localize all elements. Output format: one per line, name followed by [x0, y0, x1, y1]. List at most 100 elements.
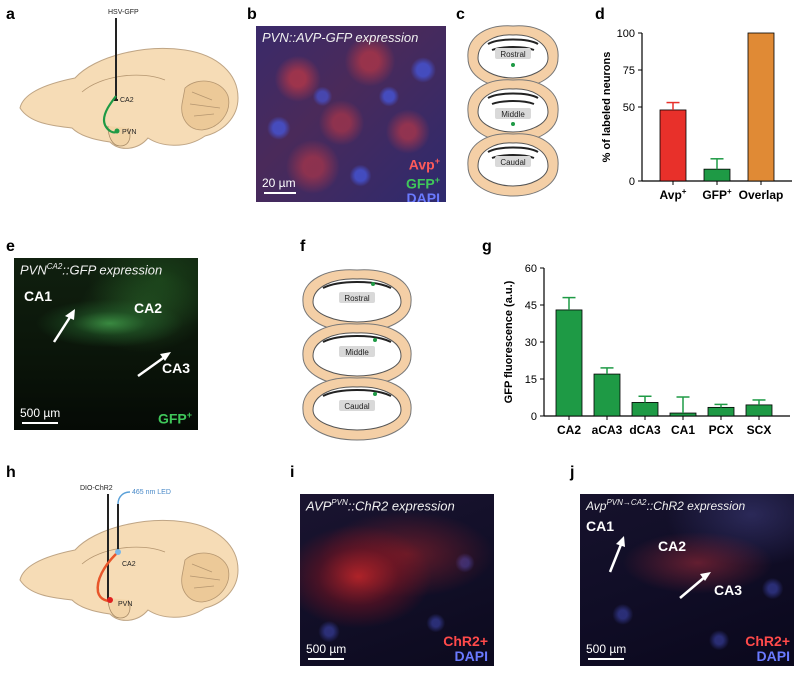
x-tick-label: aCA3 [592, 423, 623, 437]
bar [593, 373, 621, 417]
title-j-prefix: Avp [586, 499, 607, 513]
bar [703, 168, 731, 182]
legend-avp-sup: + [434, 156, 440, 166]
microscopy-image-i: AVPPVN::ChR2 expression 500 µm ChR2+ DAP… [300, 494, 494, 666]
image-title-i: AVPPVN::ChR2 expression [306, 498, 455, 513]
section-label-f-caudal: Caudal [344, 402, 370, 411]
title-e-sup: CA2 [46, 262, 63, 271]
x-tick-label: Avp+ [660, 187, 687, 202]
image-title-e: PVNCA2::GFP expression [20, 262, 162, 277]
y-tick-label: 75 [623, 65, 635, 77]
legend-j-chr2: ChR2+ [745, 633, 790, 649]
microscopy-image-b: PVN::AVP-GFP expression 20 µm Avp+ GFP+ … [256, 26, 446, 202]
legend-avp: Avp [408, 156, 435, 173]
region-label-e-ca3: CA3 [162, 360, 191, 376]
panel-label-b: b [247, 6, 257, 23]
scale-text-b: 20 µm [262, 176, 296, 190]
ca2-label-h: CA2 [122, 561, 136, 568]
x-tick-sup: + [682, 187, 687, 196]
scale-bar-b [264, 192, 296, 194]
y-tick-label: 15 [525, 374, 537, 386]
legend-j: ChR2+ DAPI [745, 634, 790, 664]
panel-label-a: a [6, 6, 15, 23]
title-i-sup: PVN [331, 498, 348, 507]
section-label-c-rostral: Rostral [500, 50, 526, 59]
legend-i: ChR2+ DAPI [443, 634, 488, 664]
title-j-sup: PVN→CA2 [606, 498, 647, 507]
pvn-label-a: PVN [122, 129, 136, 136]
image-title-j: AvpPVN→CA2::ChR2 expression [586, 498, 745, 513]
brain-sagittal-diagram-h: DIO-ChR2 465 nm LED CA2 PVN [19, 485, 239, 621]
x-tick-label: SCX [747, 423, 772, 437]
legend-e: GFP+ [158, 408, 192, 427]
scale-bar-j [588, 658, 624, 660]
panel-label-j: j [570, 464, 575, 481]
panel-label-f: f [300, 238, 306, 255]
bar-chart-g: 0 15 30 45 60 GFP fluorescence (a.u.) CA2 aCA3 d… [503, 263, 790, 437]
y-tick-label: 50 [623, 102, 635, 114]
y-tick-label: 60 [525, 263, 537, 275]
panel-label-i: i [290, 464, 295, 481]
region-label-j-ca1: CA1 [586, 518, 615, 534]
title-e-suffix: ::GFP expression [62, 262, 163, 278]
x-tick-label: Overlap [739, 188, 784, 202]
y-tick-label: 45 [525, 300, 537, 312]
y-tick-label: 0 [531, 411, 537, 423]
title-i-suffix: ::ChR2 expression [347, 498, 455, 514]
bar [669, 412, 697, 417]
panel-label-d: d [595, 6, 605, 23]
microscopy-image-e: PVNCA2::GFP expression CA1 CA2 CA3 500 µ… [14, 258, 198, 430]
injection-label-a: HSV-GFP [108, 9, 139, 16]
region-label-j-ca3: CA3 [714, 582, 743, 598]
pvn-label-h: PVN [118, 601, 132, 608]
legend-e-gfp: GFP [157, 410, 187, 427]
section-label-c-caudal: Caudal [500, 158, 526, 167]
y-axis-label: GFP fluorescence (a.u.) [503, 280, 515, 403]
injection-label-h: DIO-ChR2 [80, 485, 113, 492]
ca2-label-a: CA2 [120, 97, 134, 104]
bar [555, 309, 583, 417]
bar [707, 406, 735, 417]
bar [631, 402, 659, 417]
section-label-f-rostral: Rostral [344, 294, 370, 303]
panel-label-e: e [6, 238, 15, 255]
y-axis-label: % of labeled neurons [601, 52, 613, 163]
title-i-prefix: AVP [306, 498, 332, 514]
panel-label-h: h [6, 464, 16, 481]
brain-sagittal-diagram-a: HSV-GFP CA2 PVN [19, 9, 239, 149]
legend-b: Avp+ GFP+ DAPI [406, 154, 440, 202]
scale-text-e: 500 µm [20, 406, 61, 420]
legend-j-dapi: DAPI [756, 648, 790, 664]
legend-dapi: DAPI [406, 190, 440, 202]
legend-gfp: GFP [405, 175, 435, 192]
x-tick-label: dCA3 [629, 423, 661, 437]
section-label-c-middle: Middle [501, 110, 525, 119]
scale-bar-i [308, 658, 344, 660]
legend-gfp-sup: + [434, 174, 440, 185]
region-label-e-ca1: CA1 [24, 288, 53, 304]
region-label-e-ca2: CA2 [134, 300, 163, 316]
x-tick-label: CA2 [557, 423, 581, 437]
led-label-h: 465 nm LED [132, 489, 171, 496]
legend-i-dapi: DAPI [454, 648, 488, 664]
bar-chart-d: 0 50 75 100 % of labeled neurons Avp+ GFP+ Over… [601, 28, 792, 202]
bar [747, 32, 775, 182]
title-j-suffix: ::ChR2 expression [646, 499, 746, 513]
panel-label-c: c [456, 6, 465, 23]
x-tick-label: GFP+ [702, 187, 732, 202]
x-tick-label: PCX [709, 423, 734, 437]
title-e-prefix: PVN [20, 262, 47, 278]
y-tick-label: 30 [525, 337, 537, 349]
arrows-j [608, 536, 711, 599]
bar [745, 404, 773, 417]
legend-e-sup: + [186, 410, 192, 420]
panel-label-g: g [482, 238, 492, 255]
arrows-e [52, 309, 171, 378]
coronal-sections-f: Rostral Middle Caudal [302, 269, 412, 441]
region-label-j-ca2: CA2 [658, 538, 687, 554]
x-tick-label: CA1 [671, 423, 695, 437]
x-tick-sup: + [727, 187, 732, 196]
image-title-b: PVN::AVP-GFP expression [262, 30, 419, 45]
y-tick-label: 100 [617, 28, 635, 40]
y-tick-label: 0 [629, 176, 635, 188]
